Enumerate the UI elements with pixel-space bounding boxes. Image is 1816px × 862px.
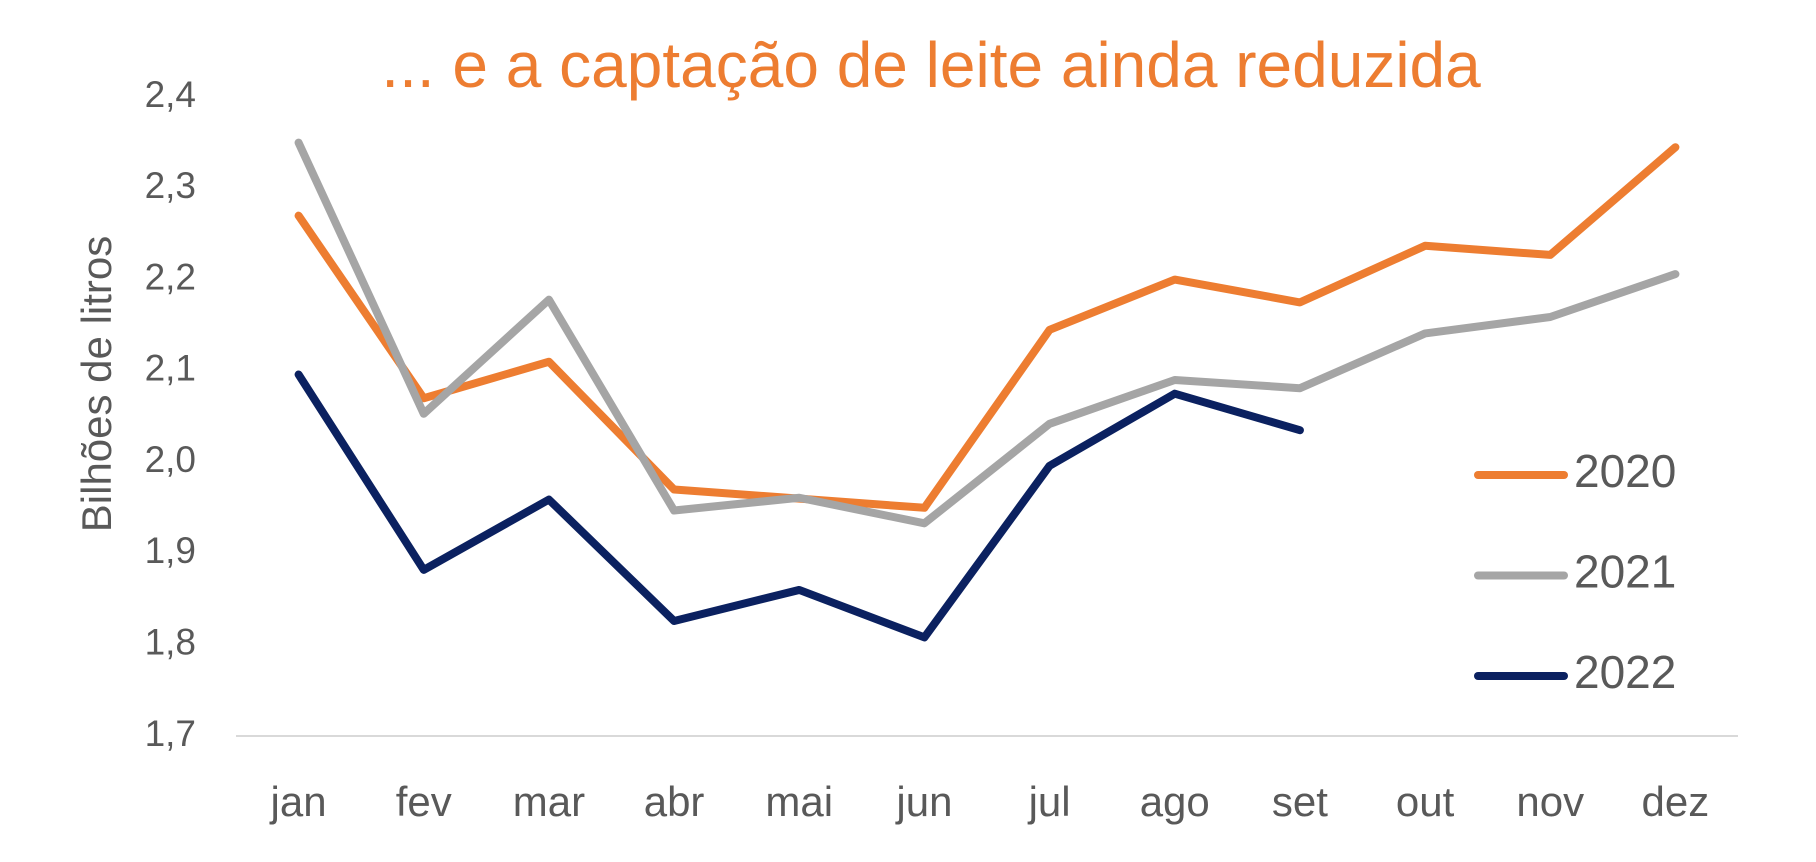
x-tick-label: out [1396, 778, 1455, 825]
y-axis-label: Bilhões de litros [73, 236, 120, 532]
y-tick-label: 1,7 [145, 713, 196, 754]
y-tick-label: 1,9 [145, 530, 196, 571]
x-tick-label: abr [644, 778, 705, 825]
y-tick-label: 2,0 [145, 439, 196, 480]
y-tick-label: 2,4 [145, 74, 196, 115]
series-line [294, 370, 1304, 642]
x-tick-label: set [1272, 778, 1328, 825]
y-tick-label: 2,1 [145, 348, 196, 389]
x-tick-label: mar [513, 778, 585, 825]
legend-label: 2020 [1574, 445, 1676, 497]
legend-label: 2021 [1574, 546, 1676, 598]
x-tick-label: jun [894, 778, 952, 825]
x-tick-label: ago [1140, 778, 1210, 825]
x-tick-label: dez [1642, 778, 1710, 825]
series-line [294, 138, 1680, 528]
x-tick-label: nov [1516, 778, 1584, 825]
x-tick-label: fev [396, 778, 452, 825]
x-tick-label: jul [1027, 778, 1071, 825]
y-tick-label: 2,3 [145, 165, 196, 206]
x-tick-label: jan [269, 778, 327, 825]
y-tick-label: 2,2 [145, 256, 196, 297]
chart-title: ... e a captação de leite ainda reduzida [381, 29, 1481, 101]
y-tick-label: 1,8 [145, 621, 196, 662]
legend-label: 2022 [1574, 646, 1676, 698]
x-tick-label: mai [765, 778, 833, 825]
series-line [294, 143, 1680, 512]
